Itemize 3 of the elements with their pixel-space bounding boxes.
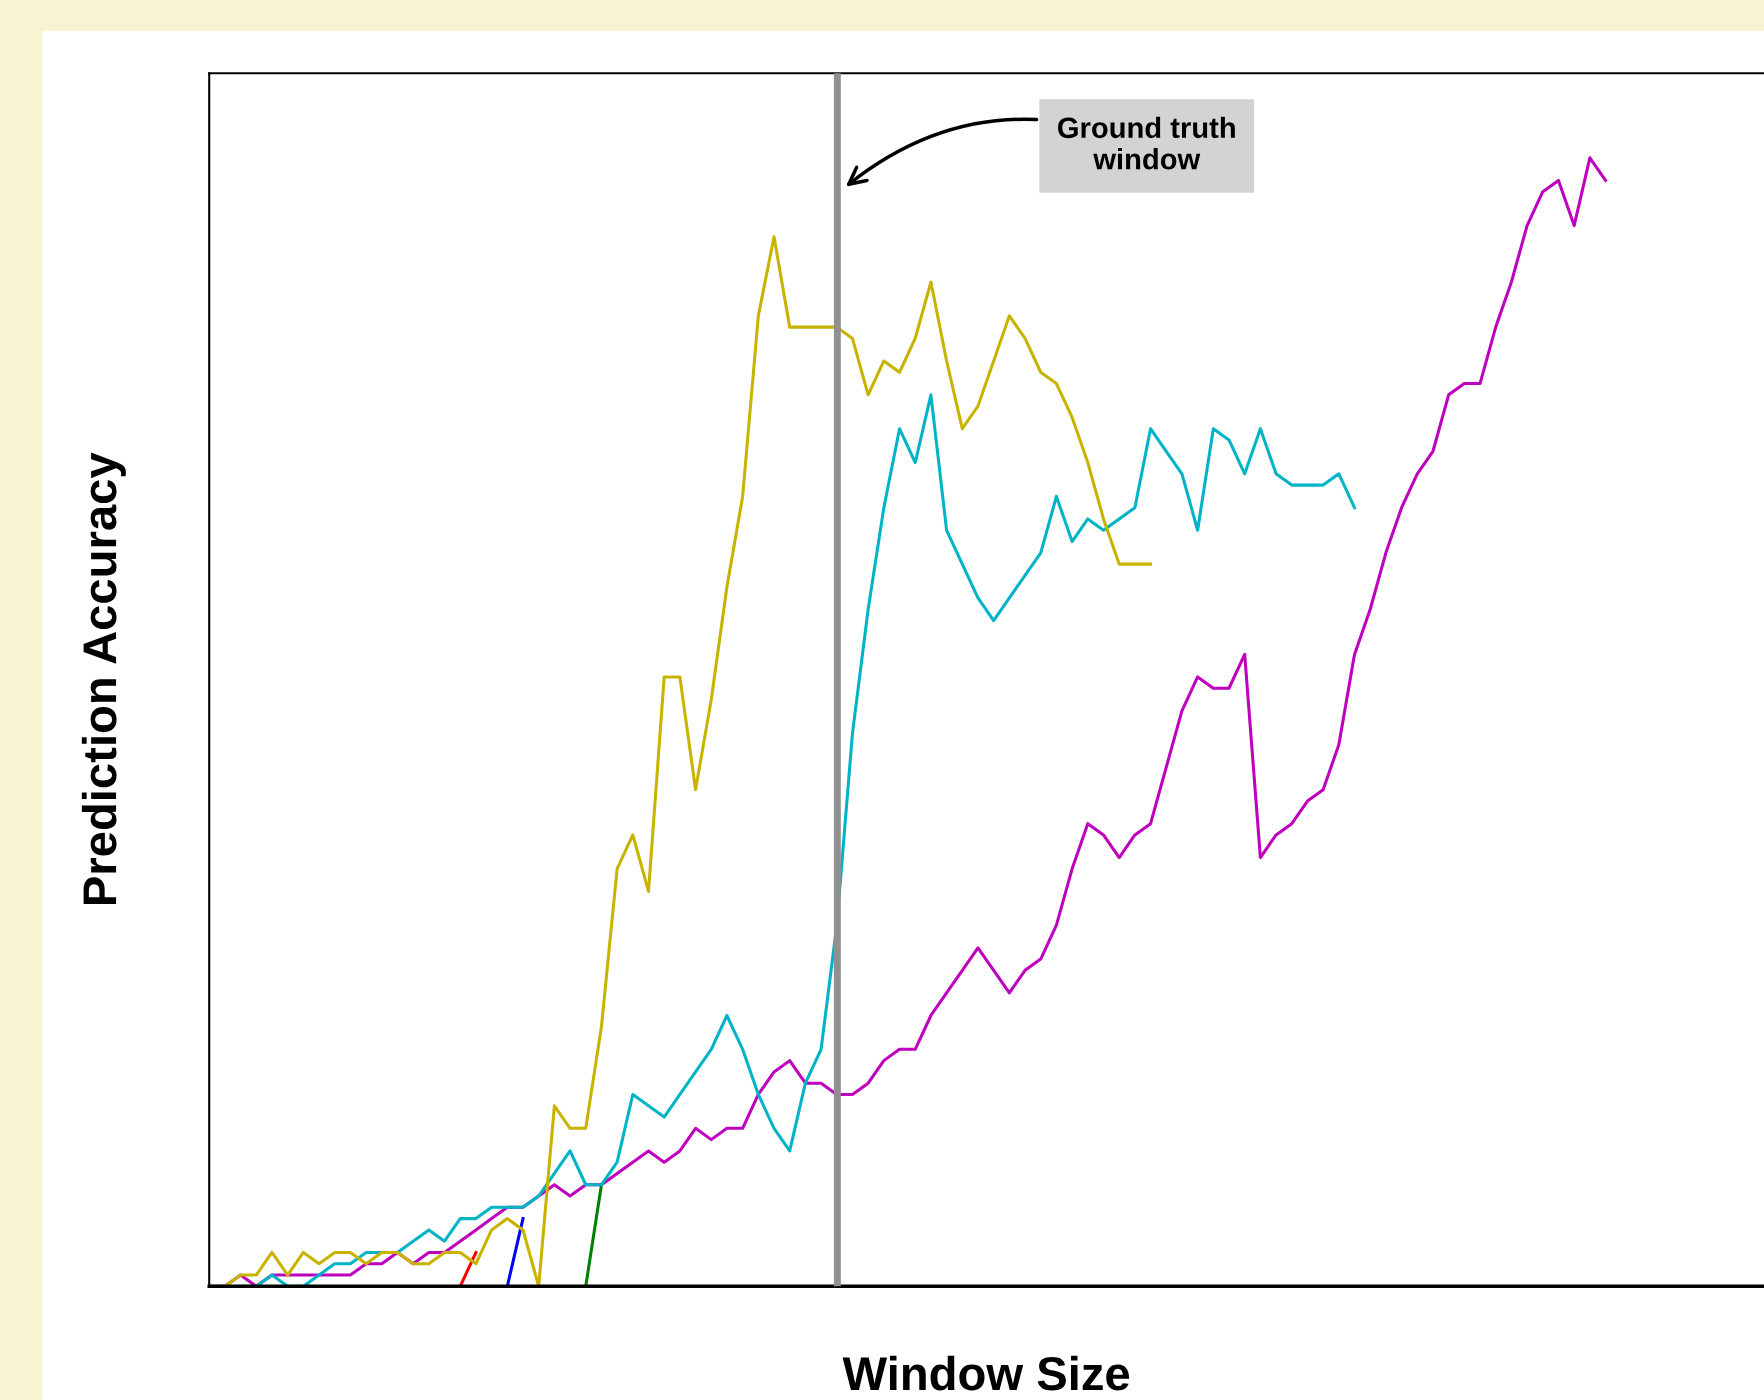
annotation: Ground truth window	[1058, 116, 1235, 170]
y-axis-title: Prediction Accuracy	[81, 452, 126, 905]
x-axis-title: Window Size	[842, 1355, 1130, 1391]
